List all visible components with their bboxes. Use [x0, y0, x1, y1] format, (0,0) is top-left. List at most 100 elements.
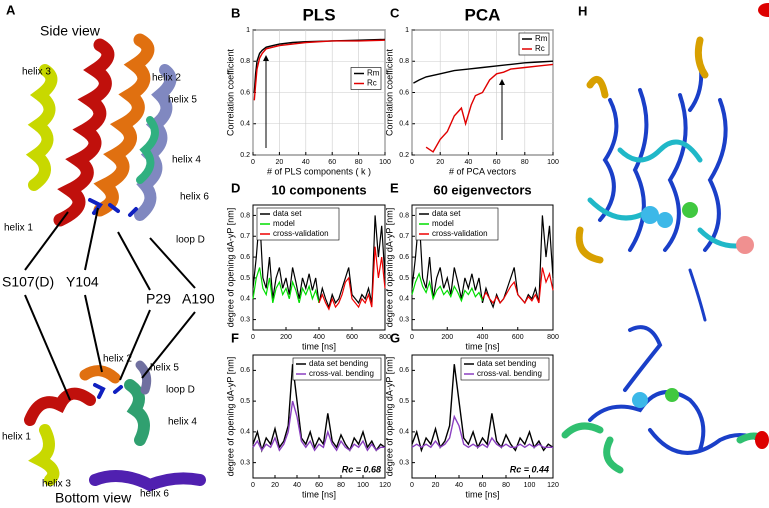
y-tick-label: 0.4	[399, 296, 409, 303]
y-tick-label: 0.4	[399, 429, 409, 436]
legend-label: model	[432, 219, 454, 228]
legend-label: data set	[432, 209, 461, 218]
residue-label: P29	[146, 291, 171, 307]
panel-letter: A	[6, 2, 16, 17]
panel-letter: F	[231, 330, 239, 345]
y-tick-label: 0.2	[240, 152, 250, 159]
x-axis-label: time [ns]	[465, 489, 499, 499]
y-tick-label: 0.8	[240, 58, 250, 65]
series-line	[411, 414, 553, 449]
panel-letter: B	[231, 5, 240, 20]
x-tick-label: 20	[271, 482, 279, 489]
legend-label: Rc	[535, 44, 545, 53]
legend-label: Rm	[535, 34, 548, 43]
chart: 0.2 0.4 0.6 0.8 1 0 20 40 60 80 100 B PLS # of PLS co…	[225, 5, 391, 176]
chart-title: PLS	[302, 5, 335, 24]
panel-letter: H	[578, 3, 587, 18]
y-tick-label: 0.4	[240, 429, 250, 436]
legend-label: cross-val. bending	[309, 369, 374, 378]
y-axis-label: degree of opening dA-yP [nm]	[225, 208, 235, 327]
legend-label: model	[273, 219, 295, 228]
y-tick-label: 0.3	[240, 459, 250, 466]
x-tick-label: 400	[313, 334, 325, 341]
x-tick-label: 0	[251, 482, 255, 489]
y-axis-label: degree of opening dA-yP [nm]	[225, 357, 235, 476]
helix-label: helix 2	[152, 73, 181, 84]
chart-title: PCA	[465, 5, 501, 24]
legend-box	[415, 207, 499, 241]
series-line	[253, 39, 386, 101]
view-title: Bottom view	[55, 490, 132, 506]
y-tick-label: 0.3	[240, 316, 250, 323]
helix-label: helix 6	[180, 192, 209, 203]
y-tick-label: 0.8	[240, 212, 250, 219]
arrows	[24, 207, 196, 401]
y-tick-label: 0.7	[399, 233, 409, 240]
x-tick-label: 100	[357, 482, 369, 489]
x-tick-label: 60	[479, 482, 487, 489]
x-tick-label: 20	[276, 159, 284, 166]
chart-title: 10 components	[271, 182, 366, 197]
legend-box	[460, 357, 550, 381]
x-tick-label: 20	[436, 159, 444, 166]
x-tick-label: 40	[465, 159, 473, 166]
y-tick-label: 0.6	[240, 89, 250, 96]
y-tick-label: 0.8	[399, 58, 409, 65]
helix-label: loop D	[166, 385, 195, 396]
chart: 0.3 0.4 0.5 0.6 0.7 0.8 0 200 400 600 800 E 60 eigen…	[384, 180, 559, 351]
x-tick-label: 400	[477, 334, 489, 341]
x-tick-label: 60	[328, 159, 336, 166]
x-tick-label: 200	[280, 334, 292, 341]
residue-label: Y104	[66, 274, 99, 290]
legend-label: data set bending	[309, 359, 368, 368]
helix-label: helix 1	[4, 223, 33, 234]
x-tick-label: 100	[547, 159, 559, 166]
y-axis-label: Correlation coefficient	[384, 49, 394, 136]
residue-label: S107(D)	[2, 274, 54, 290]
y-tick-label: 0.6	[399, 89, 409, 96]
series-line	[411, 364, 554, 453]
helix-label: loop D	[176, 235, 205, 246]
legend-box	[292, 357, 382, 381]
y-axis-label: degree of opening dA-yP [nm]	[384, 208, 394, 327]
helix-label: helix 4	[172, 155, 201, 166]
annotation: Rc = 0.68	[342, 464, 381, 474]
y-tick-label: 0.6	[399, 367, 409, 374]
y-tick-label: 0.3	[399, 316, 409, 323]
series-line	[481, 267, 554, 304]
y-tick-label: 0.4	[399, 121, 409, 128]
y-tick-label: 0.8	[399, 212, 409, 219]
x-axis-label: # of PCA vectors	[449, 166, 517, 176]
x-tick-label: 0	[410, 334, 414, 341]
series-line	[252, 400, 385, 452]
x-tick-label: 80	[521, 159, 529, 166]
legend-label: cross-validation	[273, 229, 329, 238]
helix-label: helix 3	[22, 67, 51, 78]
x-tick-label: 60	[315, 482, 323, 489]
series-line	[411, 215, 554, 309]
series-line	[413, 60, 554, 84]
x-tick-label: 120	[379, 482, 391, 489]
helix-label: helix 6	[140, 489, 169, 500]
panel-letter: D	[231, 180, 240, 195]
x-tick-label: 80	[337, 482, 345, 489]
y-tick-label: 0.2	[399, 152, 409, 159]
x-tick-label: 80	[355, 159, 363, 166]
residue-label: A190	[182, 291, 215, 307]
x-tick-label: 100	[524, 482, 536, 489]
x-tick-label: 60	[493, 159, 501, 166]
x-tick-label: 40	[455, 482, 463, 489]
helix-label: helix 3	[42, 479, 71, 490]
x-tick-label: 800	[379, 334, 391, 341]
helix-label: helix 4	[168, 417, 197, 428]
helix-label: helix 2	[103, 354, 132, 365]
series-line	[252, 364, 386, 453]
x-tick-label: 0	[410, 482, 414, 489]
y-tick-label: 0.5	[399, 275, 409, 282]
x-axis-label: time [ns]	[465, 341, 499, 351]
y-tick-label: 1	[246, 27, 250, 34]
chart-title: 60 eigenvectors	[433, 182, 531, 197]
y-tick-label: 0.3	[399, 459, 409, 466]
